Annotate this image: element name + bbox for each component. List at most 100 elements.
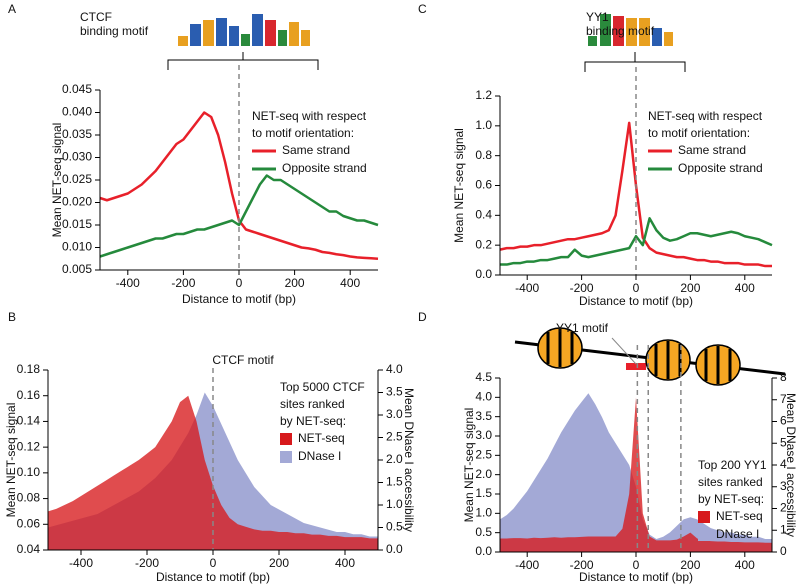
y2-tick-label: 2 [780,501,787,515]
x-tick-label: 400 [335,556,355,570]
y-tick-label: 0.030 [62,150,92,164]
x-tick-label: 0 [210,556,217,570]
legend-title: by NET-seq: [698,492,764,506]
y2-tick-label: 7 [780,392,787,406]
panel: B CTCF motif 0.04 0.06 0.08 0.10 0.12 0.14 0.16 0… [4,310,416,584]
area-series [500,393,772,552]
y-tick-label: 0.5 [475,525,492,539]
y2-tick-label: 1 [780,522,787,536]
legend-swatch [698,511,710,523]
y-tick-label: 0.16 [17,388,41,402]
motif-label: binding motif [586,24,655,38]
y-tick-label: 1.2 [475,88,492,102]
y2-tick-label: 3.5 [386,385,403,399]
line-series [500,217,773,266]
y-tick-label: 0.2 [475,237,492,251]
y2-tick-label: 6 [780,414,787,428]
x-tick-label: 200 [269,556,289,570]
y-tick-label: 1.0 [475,506,492,520]
x-tick-label: -400 [69,556,93,570]
x-tick-label: 200 [285,276,305,290]
legend-title: sites ranked [698,475,763,489]
annotation: CTCF motif [212,353,274,367]
y2-tick-label: 3 [780,479,787,493]
y-tick-label: 1.5 [475,486,492,500]
y-tick-label: 0.040 [62,105,92,119]
legend-title: to motif orientation: [252,126,354,140]
legend-title: Top 5000 CTCF [280,380,365,394]
y2-tick-label: 3.0 [386,407,403,421]
legend-title: Top 200 YY1 [698,458,767,472]
y-axis-label: Mean NET-seq signal [50,123,64,238]
x-axis-label: Distance to motif (bp) [579,294,693,308]
y-tick-label: 0.6 [475,178,492,192]
legend-swatch [280,451,292,463]
x-tick-label: -200 [570,558,594,572]
x-tick-label: 400 [735,281,755,295]
y-tick-label: 0.14 [17,414,41,428]
legend-label: Opposite strand [678,161,763,175]
panel-letter: C [418,2,427,16]
y-tick-label: 3.5 [475,409,492,423]
x-tick-label: 200 [680,281,700,295]
x-tick-label: 400 [735,558,755,572]
y-tick-label: 0.12 [17,439,41,453]
legend-label: NET-seq [298,431,345,445]
motif-label: binding motif [80,24,149,38]
y-tick-label: 0.010 [62,240,92,254]
y2-tick-label: 5 [780,435,787,449]
legend-swatch [280,433,292,445]
y-tick-label: 0.015 [62,217,92,231]
y-tick-label: 2.0 [475,467,492,481]
y-tick-label: 0.4 [475,208,492,222]
x-tick-label: 0 [633,281,640,295]
y-tick-label: 0.0 [475,544,492,558]
line-series [99,174,379,258]
nucleosomes [514,327,786,386]
area-series [48,395,378,550]
y2-tick-label: 8 [780,370,787,384]
y-tick-label: 0.045 [62,82,92,96]
legend-title: by NET-seq: [280,414,346,428]
y-tick-label: 3.0 [475,428,492,442]
x-tick-label: 0 [236,276,243,290]
x-tick-label: -200 [570,281,594,295]
y2-tick-label: 2.0 [386,452,403,466]
y-tick-label: 0.020 [62,195,92,209]
y-axis-label: Mean NET-seq signal [462,408,476,523]
y2-tick-label: 1.0 [386,497,403,511]
y-tick-label: 0.18 [17,362,41,376]
panel-letter: D [418,310,427,324]
y-tick-label: 2.5 [475,448,492,462]
y-tick-label: 0.0 [475,267,492,281]
x-tick-label: -400 [515,558,539,572]
y-tick-label: 1.0 [475,118,492,132]
x-tick-label: -200 [135,556,159,570]
motif-label: CTCF [80,10,112,24]
legend-label: Same strand [282,143,350,157]
legend-label: NET-seq [716,509,763,523]
y2-tick-label: 4 [780,457,787,471]
y-tick-label: 0.10 [17,465,41,479]
legend-label: Opposite strand [282,161,367,175]
y-tick-label: 0.08 [17,491,41,505]
panel: D YY1 motif 0.0 0.5 1.0 1.5 2.0 2.5 3.0 3.5 4.0 4.5… [418,310,798,584]
x-tick-label: -400 [116,276,140,290]
legend-label: DNase I [716,527,759,541]
legend-title: sites ranked [280,397,345,411]
x-tick-label: 0 [633,558,640,572]
x-axis-label: Distance to motif (bp) [182,292,296,306]
y-tick-label: 0.035 [62,127,92,141]
y-axis-label: Mean NET-seq signal [452,128,466,243]
panel-letter: A [8,2,16,16]
motif-label: YY1 [586,10,609,24]
y2-tick-label: 0.0 [386,542,403,556]
y2-tick-label: 2.5 [386,430,403,444]
x-tick-label: 400 [340,276,360,290]
x-axis-label: Distance to motif (bp) [156,570,270,584]
y-tick-label: 0.025 [62,172,92,186]
legend-label: DNase I [298,449,341,463]
x-tick-label: -400 [515,281,539,295]
legend-label: Same strand [678,143,746,157]
